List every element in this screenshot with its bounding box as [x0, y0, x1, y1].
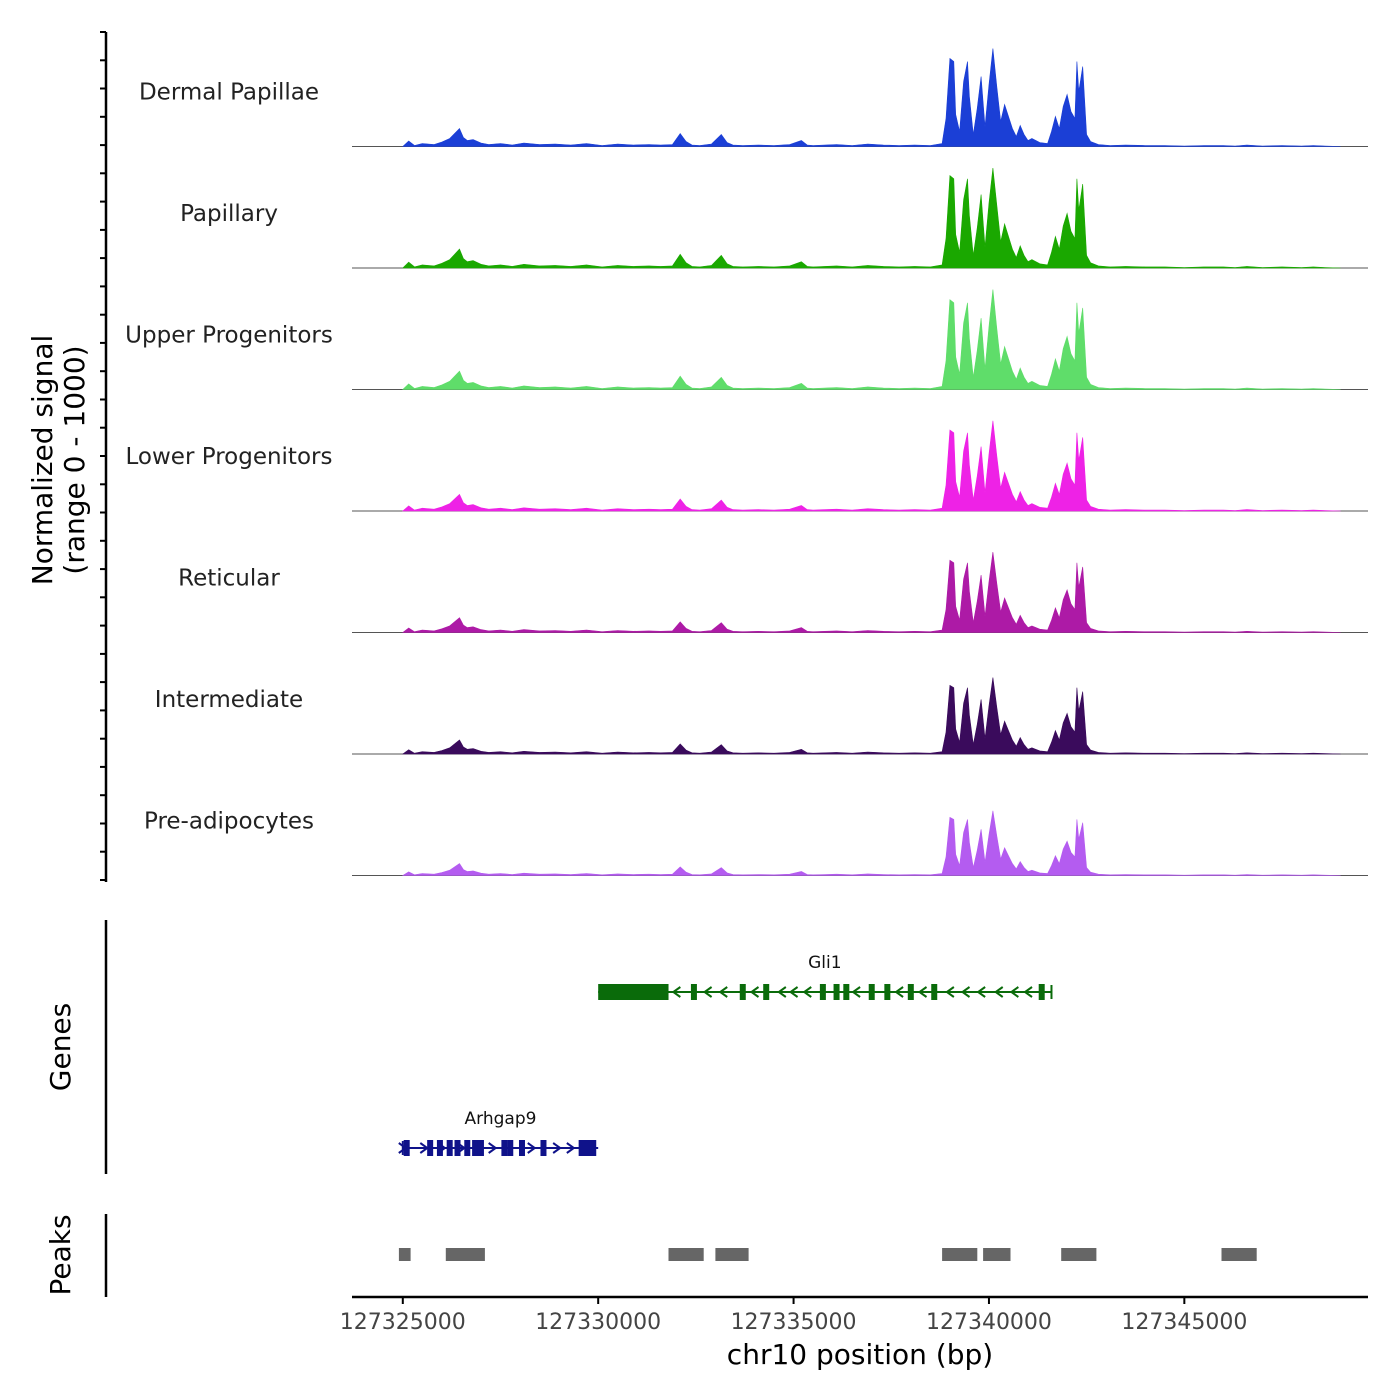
gene-exon	[907, 984, 914, 1000]
peaks-panel-title: Peaks	[44, 1214, 77, 1295]
strand-arrow	[788, 986, 799, 998]
strand-arrow	[749, 986, 760, 998]
gene-exon	[427, 1140, 434, 1156]
genes-panel-title: Genes	[44, 1003, 77, 1091]
x-tick-label: 127340000	[926, 1310, 1052, 1335]
track-label: Dermal Papillae	[139, 80, 319, 106]
track-label: Intermediate	[155, 687, 303, 713]
gene-exon	[472, 1140, 479, 1156]
strand-arrow	[671, 986, 681, 998]
gene-model: Gli1	[598, 953, 1053, 1000]
peak-block	[445, 1248, 485, 1261]
x-tick-label: 127325000	[340, 1310, 466, 1335]
strand-arrow	[960, 986, 971, 998]
peak-block	[1221, 1248, 1257, 1261]
gene-name: Arhgap9	[465, 1109, 537, 1129]
gene-exon	[436, 1140, 443, 1156]
signal-track: Pre-adipocytes	[144, 809, 1368, 876]
gene-exon	[540, 1140, 547, 1156]
signal-y-axis-ticks	[100, 31, 106, 881]
genes-panel: Arhgap9 Gli1	[398, 953, 1053, 1156]
signal-tracks: Dermal Papillae Papillary Upper Progenitor…	[125, 48, 1368, 876]
peak-block	[715, 1248, 749, 1261]
x-axis-ticks: 127325000 127330000 127335000 127340000 1273…	[340, 1297, 1247, 1335]
gene-name: Gli1	[808, 953, 841, 973]
signal-track: Dermal Papillae	[139, 48, 1368, 147]
signal-area	[401, 810, 1341, 876]
strand-arrow	[419, 1142, 430, 1154]
gene-exon	[464, 1140, 471, 1156]
gene-model: Arhgap9	[398, 1109, 599, 1156]
strand-arrow	[702, 986, 713, 998]
strand-arrow	[1023, 986, 1033, 998]
strand-arrow	[945, 986, 955, 998]
strand-arrow	[777, 986, 787, 998]
track-label: Reticular	[178, 566, 280, 592]
signal-track: Lower Progenitors	[126, 420, 1368, 512]
signal-track: Intermediate	[155, 677, 1368, 755]
strand-arrow	[994, 986, 1004, 998]
x-tick-label: 127335000	[731, 1310, 857, 1335]
strand-arrow	[802, 986, 812, 998]
y-axis-range-label: (range 0 - 1000)	[58, 345, 91, 574]
track-label: Upper Progenitors	[125, 323, 333, 349]
track-label: Pre-adipocytes	[144, 809, 314, 835]
strand-arrow	[456, 1142, 467, 1154]
strand-arrow	[488, 1142, 498, 1154]
gene-exon	[819, 984, 826, 1000]
gene-exon	[1038, 984, 1045, 1000]
gene-exon	[446, 1140, 453, 1156]
gene-exon	[931, 984, 938, 1000]
strand-arrow	[398, 1142, 408, 1154]
x-axis-title: chr10 position (bp)	[727, 1338, 993, 1371]
peak-block	[398, 1248, 411, 1261]
peak-block	[1061, 1248, 1097, 1261]
track-label: Papillary	[180, 201, 278, 227]
signal-area	[402, 289, 1341, 390]
signal-track: Papillary	[180, 167, 1368, 269]
gene-exon	[868, 984, 875, 1000]
gene-exon	[477, 1140, 484, 1156]
strand-arrow	[437, 1142, 447, 1154]
gene-exon	[518, 1140, 525, 1156]
x-tick-label: 127345000	[1121, 1310, 1247, 1335]
peaks-panel	[398, 1248, 1257, 1261]
gene-utr-block	[598, 984, 669, 1000]
peak-block	[668, 1248, 704, 1261]
strand-arrow	[1009, 986, 1019, 998]
gene-exon	[507, 1140, 514, 1156]
signal-area	[401, 677, 1341, 755]
signal-area	[401, 420, 1341, 512]
y-axis-title: Normalized signal	[26, 335, 59, 586]
gene-exon	[843, 984, 850, 1000]
strand-arrow	[552, 1142, 562, 1154]
track-label: Lower Progenitors	[126, 444, 333, 470]
peak-block	[983, 1248, 1011, 1261]
gene-exon	[739, 984, 746, 1000]
strand-arrow	[851, 986, 861, 998]
strand-arrow	[718, 986, 728, 998]
gene-exon	[884, 984, 891, 1000]
signal-track: Upper Progenitors	[125, 289, 1368, 390]
gene-exon	[833, 984, 840, 1000]
gene-exon	[454, 1140, 461, 1156]
strand-arrow	[566, 1142, 576, 1154]
signal-area	[401, 552, 1341, 633]
signal-area	[402, 167, 1341, 269]
gene-utr-block	[578, 1140, 597, 1156]
strand-arrow	[976, 986, 986, 998]
x-tick-label: 127330000	[535, 1310, 661, 1335]
gene-exon	[690, 984, 697, 1000]
gene-exon	[763, 984, 770, 1000]
signal-area	[402, 48, 1341, 147]
strand-arrow	[917, 986, 928, 998]
signal-track: Reticular	[178, 552, 1368, 633]
gene-exon	[501, 1140, 508, 1156]
peak-block	[942, 1248, 978, 1261]
strand-arrow	[894, 986, 904, 998]
strand-arrow	[527, 1142, 537, 1154]
